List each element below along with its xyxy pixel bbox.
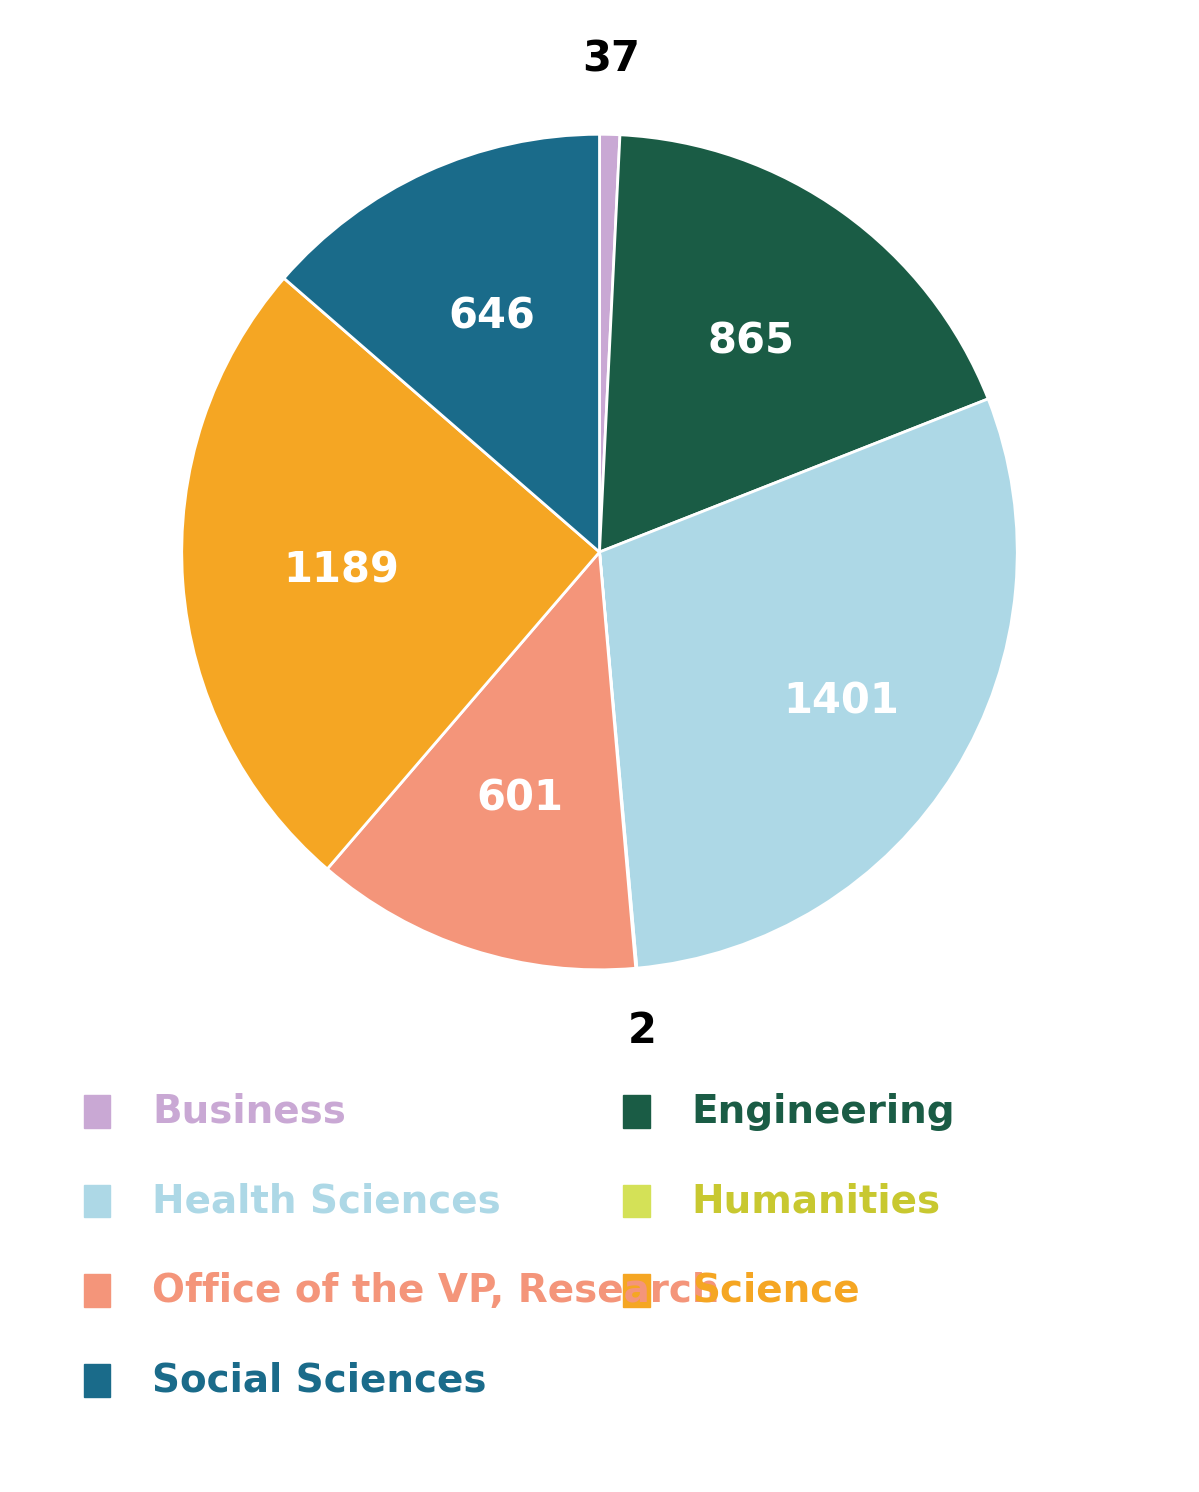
Text: 601: 601 [477,777,564,819]
Text: 1189: 1189 [283,551,399,592]
Wedge shape [600,134,988,552]
Wedge shape [600,134,620,552]
Text: Health Sciences: Health Sciences [152,1182,501,1220]
Wedge shape [284,134,600,552]
Text: Business: Business [152,1092,347,1131]
Wedge shape [327,552,635,970]
Text: Humanities: Humanities [692,1182,941,1220]
Text: Science: Science [692,1271,860,1310]
Text: 2: 2 [627,1010,656,1052]
Text: 865: 865 [707,321,794,363]
Text: Engineering: Engineering [692,1092,956,1131]
Text: 646: 646 [448,295,536,337]
Text: Social Sciences: Social Sciences [152,1361,487,1399]
Wedge shape [600,398,1017,968]
Text: 1401: 1401 [783,680,899,722]
Wedge shape [600,552,637,968]
Text: 37: 37 [583,39,640,81]
Text: Office of the VP, Research: Office of the VP, Research [152,1271,719,1310]
Wedge shape [182,278,600,868]
